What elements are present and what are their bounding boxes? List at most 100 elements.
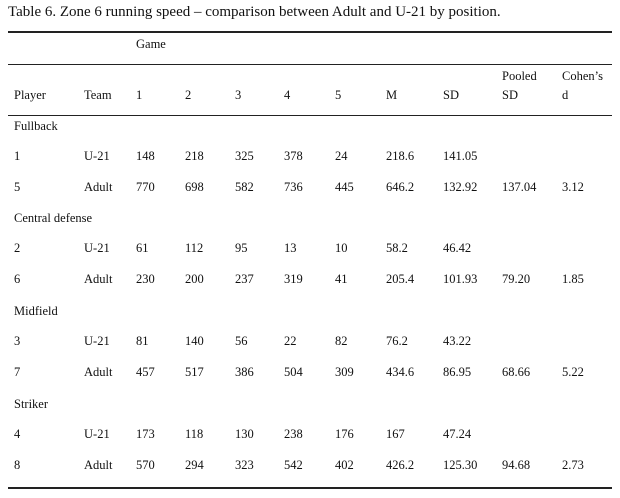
cell-game-5: 10 — [335, 241, 348, 255]
cell-game-2: 118 — [185, 427, 204, 441]
cell-game-3: 582 — [235, 180, 254, 194]
header-pooled-sd-line1: Pooled — [502, 69, 537, 83]
cell-game-2: 294 — [185, 458, 204, 472]
cell-sd: 86.95 — [443, 365, 472, 379]
cell-mean: 76.2 — [386, 334, 408, 348]
cell-game-4: 319 — [284, 272, 303, 286]
cell-sd: 125.30 — [443, 458, 478, 472]
cell-game-4: 22 — [284, 334, 297, 348]
cell-mean: 434.6 — [386, 365, 415, 379]
group-label: Striker — [14, 397, 49, 411]
header-cohens-d-line1: Cohen’s — [562, 69, 603, 83]
cell-mean: 205.4 — [386, 272, 415, 286]
header-sd: SD — [443, 88, 459, 102]
header-mean: M — [386, 88, 398, 102]
header-team: Team — [84, 88, 112, 102]
cell-game-3: 56 — [235, 334, 248, 348]
cell-pooled-sd: 137.04 — [502, 180, 537, 194]
cell-game-2: 517 — [185, 365, 204, 379]
cell-game-5: 445 — [335, 180, 354, 194]
cell-game-3: 130 — [235, 427, 254, 441]
cell-sd: 46.42 — [443, 241, 472, 255]
cell-game-5: 41 — [335, 272, 348, 286]
cell-game-3: 95 — [235, 241, 248, 255]
cell-game-1: 61 — [136, 241, 149, 255]
cell-cohens-d: 5.22 — [562, 365, 584, 379]
header-game-1: 1 — [136, 88, 143, 102]
cell-pooled-sd: 79.20 — [502, 272, 531, 286]
cell-team: Adult — [84, 180, 113, 194]
cell-team: U-21 — [84, 241, 110, 255]
cell-game-3: 237 — [235, 272, 254, 286]
cell-game-1: 148 — [136, 149, 155, 163]
cell-sd: 43.22 — [443, 334, 472, 348]
header-player: Player — [14, 88, 46, 102]
cell-mean: 167 — [386, 427, 405, 441]
cell-team: Adult — [84, 458, 113, 472]
cell-team: U-21 — [84, 427, 110, 441]
header-bottom-rule — [8, 115, 612, 116]
cell-team: Adult — [84, 272, 113, 286]
bottom-rule — [8, 487, 612, 489]
cell-game-1: 570 — [136, 458, 155, 472]
cell-game-3: 325 — [235, 149, 254, 163]
cell-game-1: 457 — [136, 365, 155, 379]
cell-game-4: 378 — [284, 149, 303, 163]
cell-sd: 101.93 — [443, 272, 478, 286]
top-rule — [8, 31, 612, 33]
cell-team: Adult — [84, 365, 113, 379]
cell-game-5: 82 — [335, 334, 348, 348]
cell-game-1: 770 — [136, 180, 155, 194]
cell-pooled-sd: 68.66 — [502, 365, 531, 379]
cell-cohens-d: 1.85 — [562, 272, 584, 286]
group-label: Central defense — [14, 211, 93, 225]
cell-game-5: 309 — [335, 365, 354, 379]
cell-team: U-21 — [84, 334, 110, 348]
header-game-3: 3 — [235, 88, 242, 102]
header-cohens-d-line2: d — [562, 88, 569, 102]
cell-game-5: 402 — [335, 458, 354, 472]
cell-mean: 646.2 — [386, 180, 415, 194]
header-game-5: 5 — [335, 88, 342, 102]
header-game-2: 2 — [185, 88, 192, 102]
cell-game-4: 736 — [284, 180, 303, 194]
cell-cohens-d: 3.12 — [562, 180, 584, 194]
cell-game-4: 238 — [284, 427, 303, 441]
cell-pooled-sd: 94.68 — [502, 458, 531, 472]
cell-sd: 47.24 — [443, 427, 472, 441]
header-mid-rule — [8, 64, 612, 65]
cell-player: 8 — [14, 458, 21, 472]
game-span-label: Game — [136, 37, 166, 51]
cell-game-2: 698 — [185, 180, 204, 194]
cell-player: 2 — [14, 241, 21, 255]
cell-player: 7 — [14, 365, 21, 379]
cell-game-4: 504 — [284, 365, 303, 379]
cell-game-2: 200 — [185, 272, 204, 286]
cell-game-1: 173 — [136, 427, 155, 441]
cell-game-4: 542 — [284, 458, 303, 472]
cell-player: 3 — [14, 334, 21, 348]
cell-game-1: 81 — [136, 334, 149, 348]
cell-mean: 58.2 — [386, 241, 408, 255]
cell-game-1: 230 — [136, 272, 155, 286]
cell-game-3: 386 — [235, 365, 254, 379]
table-caption: Table 6. Zone 6 running speed – comparis… — [8, 4, 501, 20]
cell-player: 5 — [14, 180, 21, 194]
cell-sd: 141.05 — [443, 149, 478, 163]
cell-game-4: 13 — [284, 241, 297, 255]
cell-player: 6 — [14, 272, 21, 286]
cell-game-5: 176 — [335, 427, 354, 441]
cell-player: 4 — [14, 427, 21, 441]
cell-game-5: 24 — [335, 149, 348, 163]
header-game-4: 4 — [284, 88, 291, 102]
cell-mean: 426.2 — [386, 458, 415, 472]
cell-mean: 218.6 — [386, 149, 415, 163]
cell-team: U-21 — [84, 149, 110, 163]
cell-cohens-d: 2.73 — [562, 458, 584, 472]
cell-game-3: 323 — [235, 458, 254, 472]
cell-game-2: 140 — [185, 334, 204, 348]
cell-game-2: 112 — [185, 241, 204, 255]
cell-sd: 132.92 — [443, 180, 478, 194]
header-pooled-sd-line2: SD — [502, 88, 518, 102]
group-label: Midfield — [14, 304, 58, 318]
